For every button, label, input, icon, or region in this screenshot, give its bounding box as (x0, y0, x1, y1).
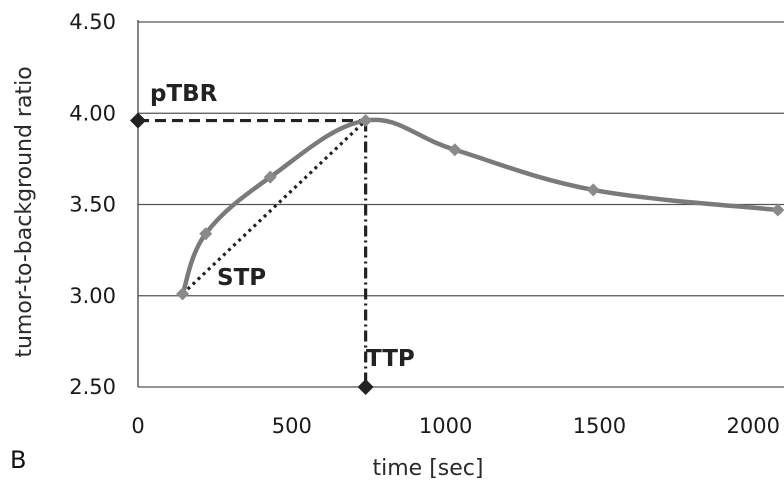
y-tick-label: 2.50 (69, 375, 116, 399)
x-tick-label: 0 (131, 414, 144, 438)
labels: time [sec] tumor-to-background ratio B p… (10, 66, 483, 481)
data-point (199, 227, 213, 241)
data-point (586, 183, 600, 197)
data-point (176, 287, 190, 301)
x-tick-label: 1000 (419, 414, 472, 438)
data-point (448, 143, 462, 157)
x-tick-label: 1500 (573, 414, 626, 438)
series-line (180, 117, 779, 295)
stp-dotted-line (181, 119, 367, 296)
data-point (771, 203, 784, 217)
series (130, 112, 784, 395)
stp-label: STP (217, 265, 266, 291)
ptbr-marker (130, 112, 146, 129)
ptbr-label: pTBR (150, 81, 218, 107)
x-tick-label: 2000 (727, 414, 780, 438)
data-point (263, 170, 277, 184)
axes: 2.50 3.00 3.50 4.00 4.50 0 500 1000 1500 2000 (69, 10, 780, 438)
y-tick-label: 4.50 (69, 10, 116, 34)
ttp-label: TTP (366, 346, 415, 372)
y-tick-label: 3.50 (69, 193, 116, 217)
y-axis-title: tumor-to-background ratio (12, 66, 37, 357)
annotation-lines (138, 118, 368, 387)
panel-label: B (10, 446, 26, 474)
y-tick-label: 4.00 (69, 101, 116, 125)
y-tick-label: 3.00 (69, 284, 116, 308)
ttp-marker (357, 379, 374, 395)
grid-lines (138, 21, 784, 388)
x-tick-label: 500 (272, 414, 312, 438)
data-point (359, 114, 373, 128)
x-axis-title: time [sec] (373, 456, 484, 481)
